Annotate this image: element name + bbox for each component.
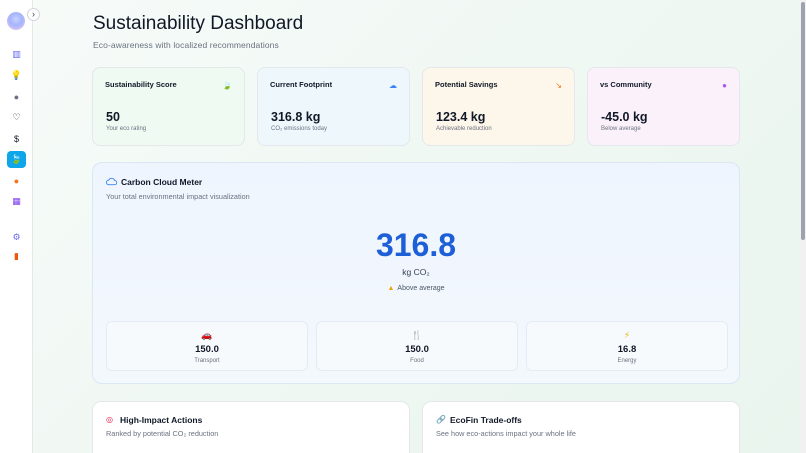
stat-label: Sustainability Score (105, 80, 177, 89)
sidebar-item-lightbulb[interactable]: 💡 (7, 67, 26, 84)
stat-value: -45.0 kg (601, 110, 648, 124)
sidebar-item-dollar[interactable]: $ (7, 130, 26, 147)
stat-caption: CO₂ emissions today (271, 126, 328, 132)
tradeoffs-card-description: See how eco-actions impact your whole li… (436, 429, 576, 438)
warning-icon: ▲ (387, 285, 395, 292)
leaf-icon: 🍃 (222, 81, 232, 90)
breakdown-label: Energy (617, 358, 637, 364)
stat-card-sustainability-score: Sustainability Score 🍃 50 Your eco rating (92, 67, 245, 146)
stat-card-potential-savings: Potential Savings ↘ 123.4 kg Achievable red… (422, 67, 575, 146)
sidebar-toggle-button[interactable]: › (27, 8, 40, 21)
breakdown-value: 150.0 (405, 344, 429, 355)
heart-icon: ♡ (12, 112, 21, 122)
stat-card-vs-community: vs Community ● -45.0 kg Below average (587, 67, 740, 146)
sidebar-item-calendar[interactable]: ▦ (7, 193, 26, 210)
breakdown-card-food: 🍴 150.0 Food (316, 321, 518, 371)
scrollbar[interactable] (800, 0, 806, 453)
chat-icon: ● (13, 91, 20, 102)
bar-chart-icon: ▥ (12, 49, 21, 59)
settings-icon: ⚙ (12, 232, 21, 242)
sidebar: ▥ 💡 ● ♡ $ 🍃 ● ▦ ⚙ ▮ (0, 0, 33, 453)
leaf-icon: 🍃 (10, 154, 23, 164)
meter-unit: kg CO₂ (402, 267, 430, 277)
stat-caption: Achievable reduction (436, 126, 492, 132)
calendar-icon: ▦ (12, 196, 21, 206)
actions-card-title: High-Impact Actions (120, 415, 203, 425)
sidebar-item-leaf[interactable]: 🍃 (7, 151, 26, 168)
car-icon: 🚗 (201, 330, 213, 340)
target-icon: ◎ (106, 415, 113, 424)
stat-caption: Below average (601, 126, 641, 132)
sidebar-item-heart[interactable]: ♡ (7, 109, 26, 126)
app-logo[interactable] (7, 12, 25, 30)
meter-value: 316.8 (375, 227, 457, 263)
breakdown-value: 16.8 (617, 344, 637, 355)
breakdown-card-energy: ⚡ 16.8 Energy (526, 321, 728, 371)
scrollbar-thumb[interactable] (801, 2, 805, 240)
lightbulb-icon: 💡 (10, 70, 23, 80)
link-icon: 🔗 (436, 415, 446, 424)
sidebar-item-bar-chart[interactable]: ▥ (7, 46, 26, 63)
sidebar-item-settings[interactable]: ⚙ (7, 229, 26, 246)
breakdown-label: Food (410, 358, 424, 364)
stat-value: 316.8 kg (271, 110, 321, 124)
page-title: Sustainability Dashboard (93, 13, 304, 34)
page-subtitle: Eco-awareness with localized recommendat… (93, 40, 279, 50)
carbon-cloud-meter: Carbon Cloud Meter Your total environmen… (92, 162, 740, 384)
stat-value: 123.4 kg (436, 110, 486, 124)
meter-description: Your total environmental impact visualiz… (106, 192, 250, 201)
breakdown-card-transport: 🚗 150.0 Transport (106, 321, 308, 371)
stat-value: 50 (106, 110, 120, 124)
breakdown-label: Transport (194, 358, 220, 364)
stat-label: vs Community (600, 80, 652, 89)
person-icon: ● (13, 175, 20, 186)
tradeoffs-card-title: EcoFin Trade-offs (450, 415, 522, 425)
globe-icon: ● (722, 81, 727, 90)
meter-status: ▲ Above average (93, 285, 739, 292)
sidebar-item-door[interactable]: ▮ (7, 248, 26, 265)
breakdown-value: 150.0 (195, 344, 219, 355)
actions-card-description: Ranked by potential CO₂ reduction (106, 429, 219, 438)
stat-label: Current Footprint (270, 80, 333, 89)
meter-title: Carbon Cloud Meter (121, 177, 203, 187)
sidebar-item-person[interactable]: ● (7, 172, 26, 189)
sidebar-item-chat[interactable]: ● (7, 88, 26, 105)
dollar-icon: $ (13, 133, 19, 144)
stat-caption: Your eco rating (106, 126, 147, 132)
cloud-icon: ☁ (389, 81, 397, 90)
stat-card-current-footprint: Current Footprint ☁ 316.8 kg CO₂ emissions … (257, 67, 410, 146)
utensils-icon: 🍴 (411, 330, 423, 340)
trending-down-icon: ↘ (555, 81, 562, 90)
cloud-icon (106, 177, 117, 186)
ecofin-tradeoffs-card: 🔗 EcoFin Trade-offs See how eco-actions … (422, 401, 740, 453)
high-impact-actions-card: ◎ High-Impact Actions Ranked by potentia… (92, 401, 410, 453)
stat-label: Potential Savings (435, 80, 498, 89)
meter-status-text: Above average (397, 285, 445, 292)
door-icon: ▮ (14, 251, 19, 261)
bolt-icon: ⚡ (623, 330, 631, 340)
